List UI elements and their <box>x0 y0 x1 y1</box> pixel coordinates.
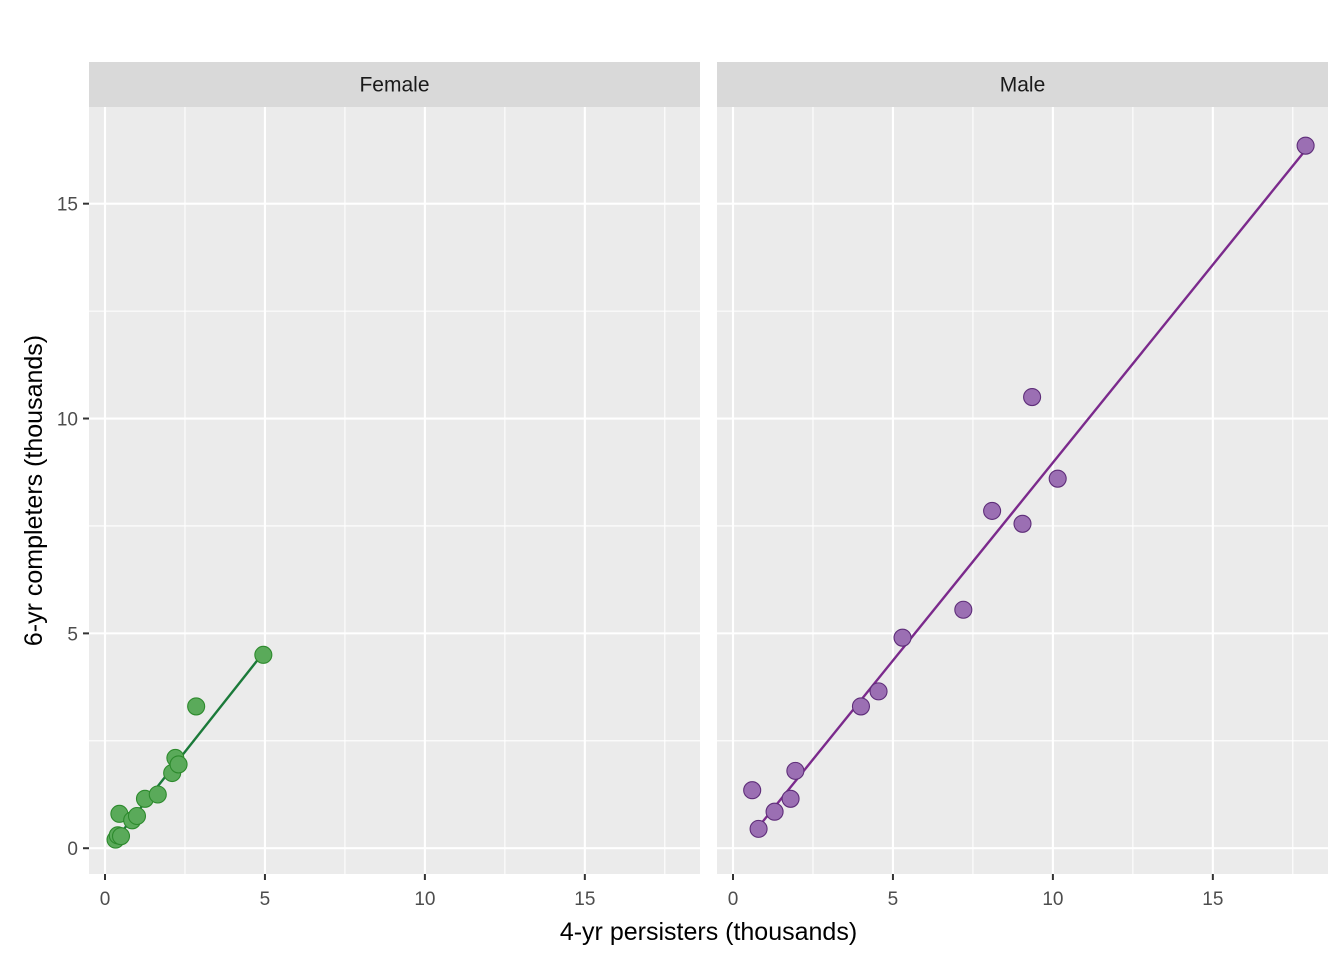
x-tick-label: 0 <box>728 889 739 910</box>
data-point-male-3 <box>781 789 800 808</box>
data-point-male-6 <box>869 682 888 701</box>
data-point-female-7 <box>148 785 167 804</box>
y-axis-title: 6-yr completers (thousands) <box>20 335 48 646</box>
data-point-female-10 <box>169 755 188 774</box>
x-axis-title: 4-yr persisters (thousands) <box>560 918 857 946</box>
y-tick-label: 0 <box>67 839 78 860</box>
data-point-male-8 <box>954 600 973 619</box>
data-point-male-12 <box>1048 469 1067 488</box>
data-point-female-11 <box>187 697 206 716</box>
y-tick-label: 10 <box>57 410 78 431</box>
data-point-male-11 <box>1023 387 1042 407</box>
y-tick-label: 5 <box>67 624 78 645</box>
x-tick-label: 0 <box>100 889 111 910</box>
data-point-male-2 <box>765 802 784 821</box>
data-point-male-9 <box>983 501 1002 520</box>
facet-label-male: Male <box>1000 74 1046 97</box>
fit-line-male <box>757 149 1307 828</box>
data-point-female-12 <box>254 645 273 664</box>
x-tick-label: 15 <box>1202 889 1223 910</box>
data-point-male-4 <box>786 761 805 780</box>
facet-strip-male <box>717 62 1328 107</box>
panel-background-male <box>717 107 1328 874</box>
facet-label-female: Female <box>359 74 429 97</box>
data-point-male-1 <box>749 819 768 838</box>
data-point-male-10 <box>1013 514 1032 533</box>
x-tick-label: 10 <box>1042 889 1063 910</box>
data-point-male-7 <box>893 628 912 647</box>
y-tick-label: 15 <box>57 195 78 216</box>
x-tick-label: 5 <box>260 889 271 910</box>
data-point-male-5 <box>851 697 871 716</box>
data-point-female-5 <box>127 806 147 826</box>
data-point-male-0 <box>743 781 762 800</box>
x-tick-label: 15 <box>574 889 595 910</box>
data-point-female-3 <box>111 827 131 846</box>
data-point-male-13 <box>1296 136 1315 155</box>
x-tick-label: 5 <box>888 889 899 910</box>
x-tick-label: 10 <box>414 889 435 910</box>
facet-strip-female <box>89 62 700 107</box>
